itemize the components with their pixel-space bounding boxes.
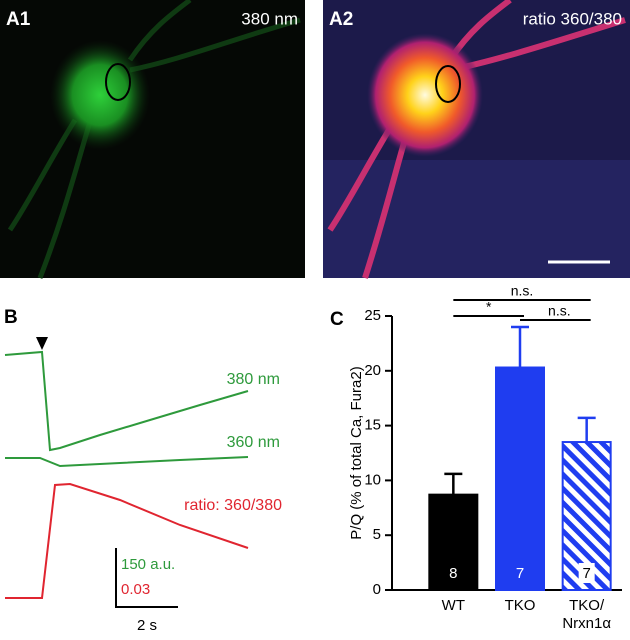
trace-label: 380 nm [227, 371, 280, 388]
significance-label: * [486, 299, 492, 315]
scale-label: 0.03 [121, 581, 150, 598]
scale-label: 2 s [137, 617, 157, 634]
caption: 380 nm [241, 9, 298, 28]
scale-label: 150 a.u. [121, 556, 175, 573]
n-label: 8 [449, 565, 457, 582]
trace [4, 350, 249, 452]
y-tick-label: 25 [364, 307, 381, 324]
bar [428, 493, 479, 592]
x-tick-label: TKO/ Nrxn1α [562, 597, 611, 632]
arrowhead [36, 337, 48, 350]
scale-bar [115, 548, 178, 608]
x-tick-label: TKO [504, 597, 536, 614]
caption: ratio 360/380 [523, 9, 622, 28]
trace [5, 482, 249, 599]
y-tick-label: 10 [364, 471, 381, 488]
y-tick-label: 5 [373, 526, 381, 543]
neurite [7, 0, 301, 279]
panel-label: C [330, 309, 344, 330]
significance-label: n.s. [548, 303, 571, 319]
trace-label: 360 nm [227, 434, 280, 451]
panel-label: A1 [6, 9, 31, 30]
roi [105, 63, 131, 101]
label-bg [578, 563, 595, 583]
roi [435, 65, 461, 103]
y-tick-label: 0 [373, 581, 381, 598]
significance-label: n.s. [511, 283, 534, 299]
y-axis-label: P/Q (% of total Ca, Fura2) [348, 366, 365, 539]
bar [495, 366, 545, 591]
neurite [327, 0, 626, 279]
n-label: 7 [582, 565, 590, 582]
y-tick-label: 15 [364, 417, 381, 434]
cell-body [367, 33, 483, 157]
cell-body [50, 40, 150, 150]
panel-label: B [4, 307, 18, 328]
x-tick-label: WT [441, 597, 465, 614]
panel-label: A2 [329, 9, 353, 30]
n-label: 7 [516, 565, 524, 582]
y-tick-label: 20 [364, 362, 381, 379]
trace-label: ratio: 360/380 [184, 497, 282, 514]
image-a1 [0, 0, 305, 278]
trace [5, 456, 249, 468]
